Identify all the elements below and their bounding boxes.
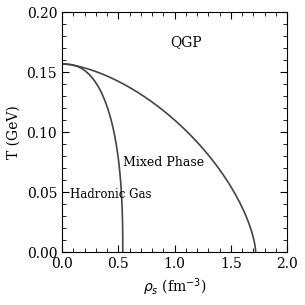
Text: Hadronic Gas: Hadronic Gas <box>70 188 151 201</box>
Text: Mixed Phase: Mixed Phase <box>123 156 204 169</box>
X-axis label: $\rho_s$ (fm$^{-3}$): $\rho_s$ (fm$^{-3}$) <box>143 276 206 298</box>
Text: QGP: QGP <box>170 35 202 49</box>
Y-axis label: T (GeV): T (GeV) <box>7 105 21 159</box>
